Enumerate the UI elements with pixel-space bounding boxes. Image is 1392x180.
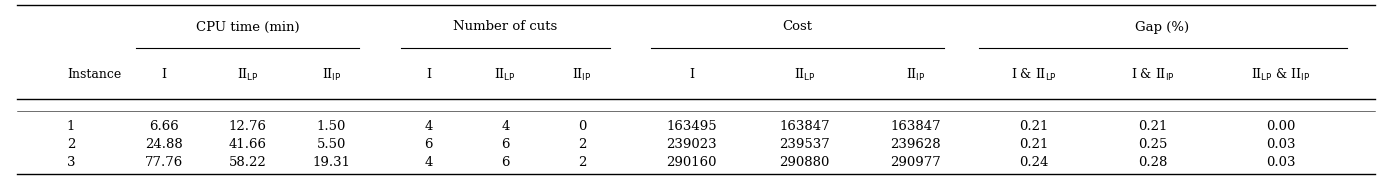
Text: 6.66: 6.66 — [149, 120, 180, 132]
Text: CPU time (min): CPU time (min) — [196, 21, 299, 33]
Text: 0.21: 0.21 — [1137, 120, 1168, 132]
Text: 239537: 239537 — [780, 138, 830, 150]
Text: II$_{\rm LP}$: II$_{\rm LP}$ — [793, 67, 816, 83]
Text: 0.00: 0.00 — [1265, 120, 1296, 132]
Text: 1: 1 — [67, 120, 75, 132]
Text: 0.21: 0.21 — [1019, 120, 1050, 132]
Text: I: I — [161, 69, 167, 82]
Text: Number of cuts: Number of cuts — [454, 21, 557, 33]
Text: 290880: 290880 — [780, 156, 830, 168]
Text: 19.31: 19.31 — [312, 156, 351, 168]
Text: 163847: 163847 — [891, 120, 941, 132]
Text: 0.03: 0.03 — [1265, 138, 1296, 150]
Text: 5.50: 5.50 — [316, 138, 347, 150]
Text: I & II$_{\rm LP}$: I & II$_{\rm LP}$ — [1012, 67, 1057, 83]
Text: 290160: 290160 — [667, 156, 717, 168]
Text: 2: 2 — [578, 138, 586, 150]
Text: 163847: 163847 — [780, 120, 830, 132]
Text: Cost: Cost — [782, 21, 813, 33]
Text: Instance: Instance — [67, 69, 121, 82]
Text: 3: 3 — [67, 156, 75, 168]
Text: 0: 0 — [578, 120, 586, 132]
Text: 1.50: 1.50 — [316, 120, 347, 132]
Text: I: I — [689, 69, 695, 82]
Text: 24.88: 24.88 — [145, 138, 184, 150]
Text: II$_{\rm IP}$: II$_{\rm IP}$ — [322, 67, 341, 83]
Text: 12.76: 12.76 — [228, 120, 267, 132]
Text: Gap (%): Gap (%) — [1136, 21, 1189, 33]
Text: 6: 6 — [501, 138, 509, 150]
Text: 163495: 163495 — [667, 120, 717, 132]
Text: II$_{\rm LP}$: II$_{\rm LP}$ — [494, 67, 516, 83]
Text: 290977: 290977 — [891, 156, 941, 168]
Text: II$_{\rm IP}$: II$_{\rm IP}$ — [906, 67, 926, 83]
Text: 4: 4 — [425, 120, 433, 132]
Text: II$_{\rm IP}$: II$_{\rm IP}$ — [572, 67, 592, 83]
Text: II$_{\rm LP}$ & II$_{\rm IP}$: II$_{\rm LP}$ & II$_{\rm IP}$ — [1251, 67, 1310, 83]
Text: 0.03: 0.03 — [1265, 156, 1296, 168]
Text: 41.66: 41.66 — [228, 138, 267, 150]
Text: 0.21: 0.21 — [1019, 138, 1050, 150]
Text: II$_{\rm LP}$: II$_{\rm LP}$ — [237, 67, 259, 83]
Text: 58.22: 58.22 — [228, 156, 267, 168]
Text: I: I — [426, 69, 432, 82]
Text: 0.25: 0.25 — [1137, 138, 1168, 150]
Text: 77.76: 77.76 — [145, 156, 184, 168]
Text: 2: 2 — [578, 156, 586, 168]
Text: 2: 2 — [67, 138, 75, 150]
Text: 239628: 239628 — [891, 138, 941, 150]
Text: I & II$_{\rm IP}$: I & II$_{\rm IP}$ — [1130, 67, 1175, 83]
Text: 239023: 239023 — [667, 138, 717, 150]
Text: 4: 4 — [425, 156, 433, 168]
Text: 4: 4 — [501, 120, 509, 132]
Text: 0.28: 0.28 — [1137, 156, 1168, 168]
Text: 6: 6 — [501, 156, 509, 168]
Text: 0.24: 0.24 — [1019, 156, 1050, 168]
Text: 6: 6 — [425, 138, 433, 150]
